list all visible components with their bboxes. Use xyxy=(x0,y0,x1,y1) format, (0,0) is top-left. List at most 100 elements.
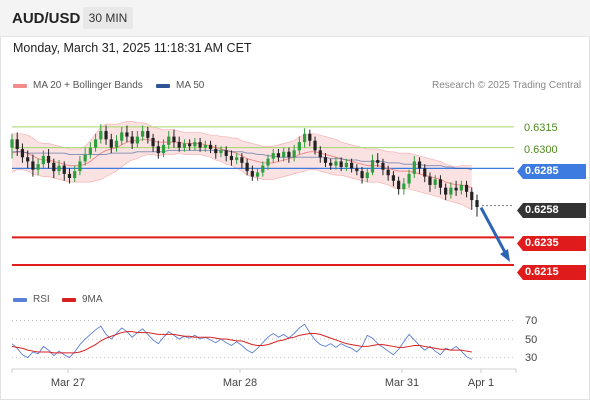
ma50-line xyxy=(12,149,472,171)
datetime-label: Monday, March 31, 2025 11:18:31 AM CET xyxy=(13,41,252,55)
level-label-0300: 0.6300 xyxy=(524,144,558,156)
rsi-ma-swatch xyxy=(62,297,76,302)
current-price-tag: 0.6258 xyxy=(517,203,586,218)
candle-body xyxy=(104,131,108,140)
candle-body xyxy=(417,161,422,169)
symbol-title: AUD/USD xyxy=(12,10,81,27)
candle-body xyxy=(62,165,66,174)
candle-body xyxy=(459,184,463,191)
projection-arrow-shaft xyxy=(479,206,509,257)
candle-body xyxy=(271,153,275,159)
candle-body xyxy=(318,150,322,158)
candle-body xyxy=(297,142,301,151)
candle-body xyxy=(167,136,171,145)
candle-body xyxy=(151,137,155,147)
candle-body xyxy=(224,150,228,156)
candle-body xyxy=(73,171,77,179)
candle-body xyxy=(109,139,113,148)
legend-rsi-ma: 9MA xyxy=(62,294,103,305)
candle-body xyxy=(276,153,281,158)
candle-body xyxy=(255,172,260,177)
candle-body xyxy=(449,187,453,195)
candle-body xyxy=(412,161,416,174)
rsi-tick-70: 70 xyxy=(525,315,538,327)
ma50-swatch xyxy=(156,83,170,88)
pivot-level-tag: 0.6285 xyxy=(517,164,586,179)
candle-body xyxy=(235,157,239,161)
candle-body xyxy=(88,147,92,155)
candle-body xyxy=(15,139,19,150)
rsi-swatch xyxy=(13,297,27,302)
candle-body xyxy=(308,133,312,141)
candle-body xyxy=(198,142,202,148)
candle-body xyxy=(20,149,25,158)
candle-body xyxy=(287,151,291,158)
candle-body xyxy=(402,183,406,190)
candle-body xyxy=(182,143,187,148)
candle-body xyxy=(114,140,119,148)
candle-body xyxy=(302,133,307,143)
candle-body xyxy=(99,131,103,140)
candle-body xyxy=(360,171,364,179)
candle-body xyxy=(125,132,129,137)
rsi-line xyxy=(11,323,472,360)
candle-body xyxy=(266,158,270,166)
candle-body xyxy=(67,173,72,179)
candle-body xyxy=(423,168,427,177)
candle-body xyxy=(391,175,396,181)
bollinger-lower-line xyxy=(11,152,472,211)
candle-body xyxy=(57,165,61,172)
legend-ma50: MA 50 xyxy=(156,80,204,91)
legend-bb: MA 20 + Bollinger Bands xyxy=(13,80,143,91)
candle-body xyxy=(203,144,207,148)
x-tick-mar28: Mar 28 xyxy=(222,377,258,389)
rsi-tick-50: 50 xyxy=(525,334,538,346)
legend-rsi: RSI xyxy=(13,294,50,305)
bollinger-upper-line xyxy=(12,121,472,168)
candle-body xyxy=(41,155,45,165)
candle-body xyxy=(141,131,145,137)
candle-body xyxy=(464,184,469,192)
legend-ma50-label: MA 50 xyxy=(176,80,205,91)
candle-body xyxy=(10,139,14,148)
candle-body xyxy=(208,144,213,150)
candle-body xyxy=(376,160,380,163)
candle-body xyxy=(365,172,369,179)
candle-body xyxy=(219,150,223,154)
candle-body xyxy=(381,162,385,170)
candle-body xyxy=(83,154,87,162)
candle-body xyxy=(130,136,134,144)
rsi-ma-line xyxy=(11,331,472,354)
legend-rsi-label: RSI xyxy=(33,294,50,305)
candle-body xyxy=(250,171,254,177)
candle-body xyxy=(339,161,343,167)
candle-body xyxy=(172,136,176,143)
candle-body xyxy=(334,161,338,166)
support-1-tag: 0.6235 xyxy=(517,236,586,251)
x-tick-mar31: Mar 31 xyxy=(384,377,420,389)
candle-body xyxy=(161,144,166,154)
projection-arrowhead xyxy=(500,248,510,262)
candle-body xyxy=(156,146,160,154)
candle-body xyxy=(407,173,411,184)
candle-body xyxy=(313,140,317,151)
candle-body xyxy=(188,143,192,147)
support-2-tag: 0.6215 xyxy=(517,265,586,280)
legend-bb-label: MA 20 + Bollinger Bands xyxy=(33,80,143,91)
candle-body xyxy=(370,160,375,173)
candle-body xyxy=(52,162,56,172)
candle-body xyxy=(438,179,443,188)
timeframe-badge[interactable]: 30 MIN xyxy=(83,7,133,29)
candle-body xyxy=(329,162,333,166)
candle-body xyxy=(292,150,296,158)
candle-body xyxy=(229,155,234,161)
candle-body xyxy=(470,191,474,201)
candle-body xyxy=(146,131,150,138)
candle-body xyxy=(433,179,437,185)
chart-header: AUD/USD 30 MIN xyxy=(0,0,590,37)
x-tick-apr1: Apr 1 xyxy=(467,377,495,389)
candle-body xyxy=(323,157,328,163)
candle-body xyxy=(46,155,51,163)
candle-body xyxy=(78,161,82,172)
